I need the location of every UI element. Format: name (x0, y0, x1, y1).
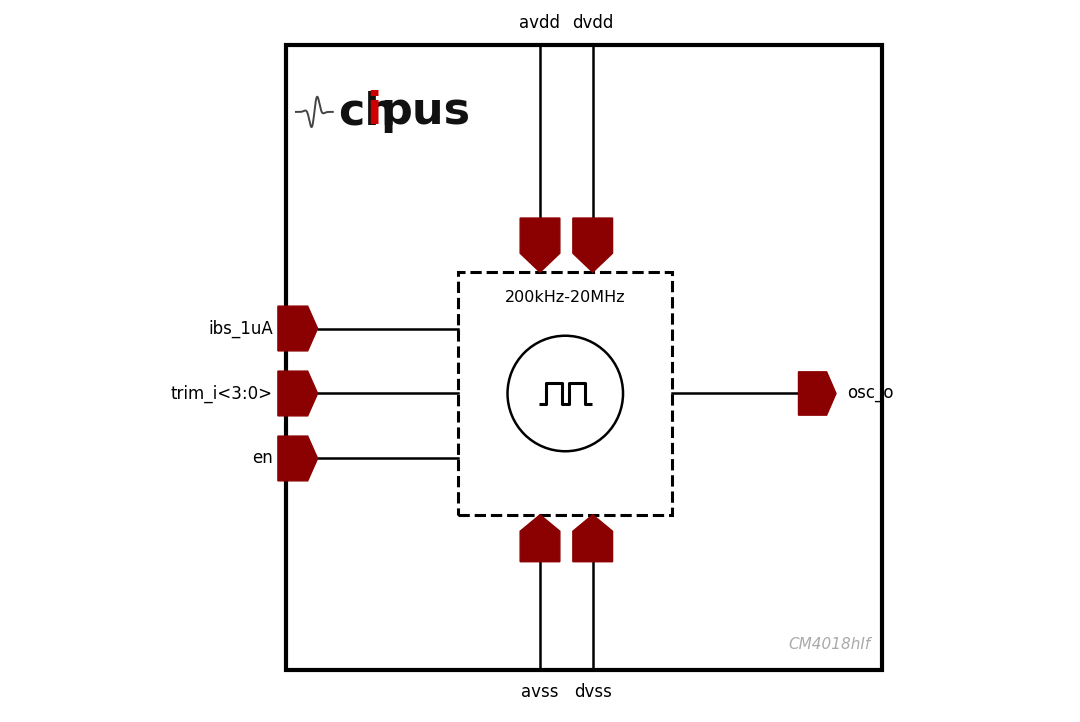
Text: 200kHz-20MHz: 200kHz-20MHz (505, 290, 625, 305)
Polygon shape (572, 515, 612, 562)
Polygon shape (278, 371, 318, 416)
Text: avss: avss (522, 683, 558, 701)
Text: dvdd: dvdd (572, 14, 613, 32)
Text: CM4018hIf: CM4018hIf (788, 637, 870, 652)
Polygon shape (572, 218, 612, 272)
Text: trim_i<3:0>: trim_i<3:0> (171, 384, 273, 403)
Circle shape (508, 336, 623, 451)
Polygon shape (278, 436, 318, 481)
Text: avdd: avdd (519, 14, 561, 32)
Text: osc_o: osc_o (847, 385, 893, 402)
Text: i: i (366, 90, 381, 134)
Text: dvss: dvss (573, 683, 611, 701)
Text: en: en (252, 450, 273, 467)
Text: ibs_1uA: ibs_1uA (208, 319, 273, 338)
Bar (286, 45, 881, 670)
Text: ch: ch (338, 90, 396, 134)
Text: pus: pus (380, 90, 470, 134)
Polygon shape (521, 218, 559, 272)
Polygon shape (521, 515, 559, 562)
Polygon shape (798, 372, 836, 415)
Bar (458, 272, 672, 515)
Polygon shape (278, 306, 318, 351)
